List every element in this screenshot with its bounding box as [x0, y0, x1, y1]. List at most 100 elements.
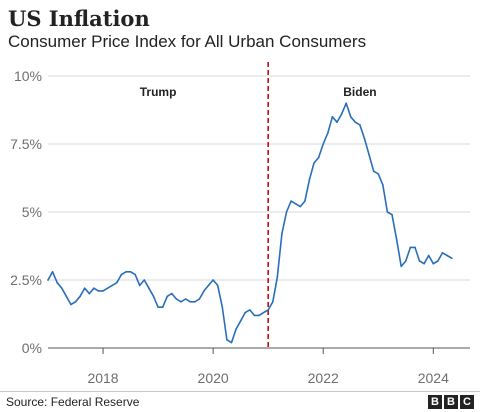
data-point-2023-10	[418, 260, 421, 262]
data-point-2023-05	[395, 238, 398, 240]
data-point-2018-07	[129, 271, 132, 273]
data-point-2023-09	[414, 246, 416, 249]
data-point-2021-03	[276, 276, 279, 279]
data-point-2022-07	[349, 116, 352, 118]
data-point-2017-03	[56, 281, 58, 284]
data-point-2018-08	[134, 273, 136, 276]
y-tick-label-0: 0%	[22, 340, 42, 356]
data-point-2017-09	[83, 287, 86, 289]
data-point-2020-03	[221, 306, 224, 309]
data-point-2019-09	[193, 300, 196, 303]
data-point-2022-11	[368, 154, 370, 156]
data-point-2023-04	[391, 213, 393, 216]
bbc-logo: B B C	[428, 395, 474, 409]
data-point-2020-07	[239, 320, 242, 322]
data-point-2022-01	[322, 143, 325, 145]
data-point-2023-03	[386, 211, 389, 213]
data-point-2019-08	[189, 300, 191, 303]
line-chart: 0% 2.5% 5% 7.5% 10% 2018 2020 2022 2024 Trump Bi…	[10, 62, 470, 386]
data-point-2023-06	[400, 265, 402, 268]
y-tick-label-4: 10%	[14, 68, 42, 84]
data-point-2021-08	[299, 205, 302, 208]
data-point-2018-03	[111, 284, 114, 287]
data-point-2017-12	[97, 290, 100, 292]
data-point-2017-07	[74, 300, 77, 303]
data-point-2024-01	[432, 262, 435, 265]
annotation-trump: Trump	[140, 85, 177, 99]
inflation-series-line	[47, 102, 453, 344]
data-point-2019-07	[184, 298, 187, 300]
series-points	[47, 102, 453, 344]
data-point-2020-01	[212, 279, 214, 281]
data-point-2019-02	[161, 306, 164, 309]
data-point-2020-09	[249, 309, 251, 311]
data-point-2021-05	[285, 211, 288, 213]
data-point-2021-04	[281, 232, 283, 235]
data-point-2018-02	[106, 287, 109, 289]
logo-letter-b2: B	[444, 395, 458, 409]
data-point-2024-02	[437, 260, 439, 262]
data-point-2021-12	[317, 156, 320, 159]
annotations: Trump Biden	[140, 85, 377, 99]
data-point-2021-01	[267, 309, 269, 311]
data-point-2020-11	[258, 314, 260, 317]
data-point-2020-05	[230, 341, 233, 344]
data-point-2017-05	[65, 295, 68, 298]
data-point-2017-01	[47, 279, 49, 281]
annotation-biden: Biden	[343, 85, 376, 99]
data-point-2022-09	[359, 124, 361, 126]
data-point-2017-10	[88, 292, 91, 295]
data-point-2018-01	[102, 290, 104, 292]
data-point-2018-09	[138, 284, 141, 287]
data-point-2022-04	[336, 121, 338, 124]
data-point-2023-01	[377, 173, 380, 175]
data-point-2018-05	[120, 273, 123, 276]
data-point-2023-02	[382, 184, 384, 186]
data-point-2021-10	[308, 178, 311, 181]
data-point-2024-04	[446, 254, 448, 257]
y-axis-ticks: 0% 2.5% 5% 7.5% 10%	[10, 68, 42, 356]
data-point-2024-05	[450, 257, 453, 260]
data-point-2017-08	[79, 295, 81, 298]
data-point-2024-03	[441, 252, 444, 254]
data-point-2018-11	[148, 287, 150, 289]
chart-title: US Inflation	[8, 6, 150, 31]
footer-divider	[0, 391, 480, 392]
data-point-2019-11	[203, 290, 205, 292]
data-point-2022-05	[340, 113, 343, 115]
chart-subtitle: Consumer Price Index for All Urban Consu…	[8, 32, 367, 51]
data-point-2018-06	[125, 271, 127, 273]
data-point-2021-02	[271, 300, 274, 303]
data-point-2022-02	[327, 132, 329, 134]
data-point-2017-02	[51, 271, 54, 273]
data-point-2021-09	[304, 200, 306, 202]
data-point-2023-12	[427, 254, 430, 257]
data-point-2017-11	[93, 287, 95, 289]
data-point-2019-01	[157, 306, 159, 309]
data-point-2018-12	[152, 295, 155, 298]
y-tick-label-1: 2.5%	[10, 272, 42, 288]
data-point-2022-08	[354, 121, 357, 124]
logo-letter-b1: B	[428, 395, 442, 409]
data-point-2021-11	[313, 162, 315, 164]
data-point-2020-10	[253, 314, 256, 317]
data-point-2017-04	[60, 287, 63, 289]
data-point-2020-08	[244, 311, 247, 314]
data-point-2022-12	[372, 170, 375, 172]
x-tick-label-2: 2022	[308, 370, 339, 386]
y-tick-label-2: 5%	[22, 204, 42, 220]
data-point-2020-06	[235, 328, 237, 330]
data-point-2019-04	[171, 292, 173, 295]
data-point-2020-12	[262, 311, 265, 314]
data-point-2021-06	[290, 200, 292, 202]
data-point-2018-04	[116, 281, 118, 284]
x-axis-ticks: 2018 2020 2022 2024	[87, 348, 449, 386]
x-tick-label-0: 2018	[87, 370, 118, 386]
data-point-2019-03	[166, 295, 169, 298]
data-point-2022-06	[345, 102, 347, 104]
data-point-2023-11	[423, 262, 425, 265]
data-point-2023-08	[409, 246, 412, 249]
logo-letter-c: C	[460, 395, 474, 409]
gridlines	[48, 75, 470, 349]
data-point-2021-07	[294, 203, 297, 205]
